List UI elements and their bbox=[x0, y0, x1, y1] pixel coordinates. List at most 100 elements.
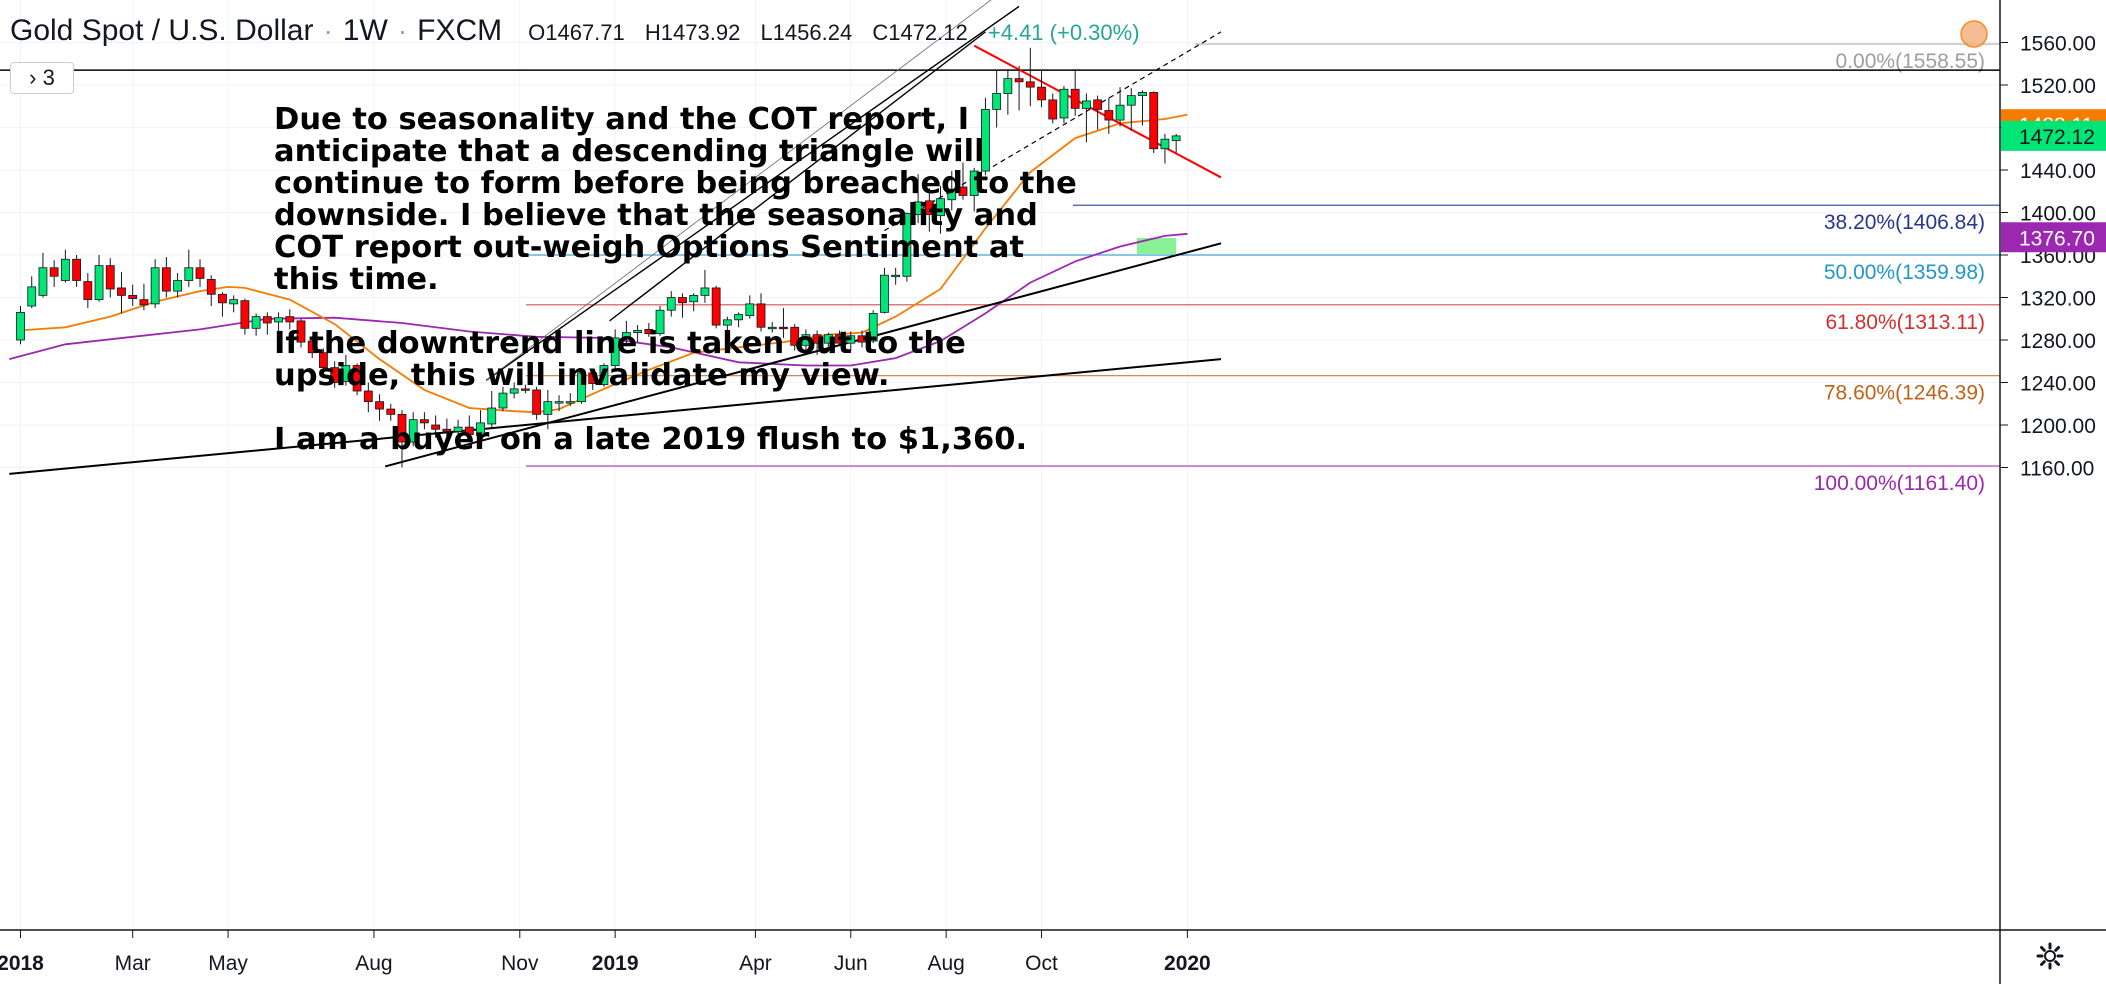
candle bbox=[599, 363, 609, 387]
candle bbox=[1126, 88, 1136, 131]
candle-body bbox=[835, 334, 844, 344]
time-tick-label: 2019 bbox=[592, 952, 639, 975]
symbol-name[interactable]: Gold Spot / U.S. Dollar bbox=[10, 14, 314, 47]
candle-body bbox=[577, 372, 586, 403]
candle-body bbox=[868, 313, 878, 342]
candle bbox=[408, 412, 418, 447]
candle-body bbox=[992, 93, 1002, 110]
candle bbox=[375, 394, 384, 421]
gear-icon[interactable] bbox=[2030, 936, 2070, 976]
candle-body bbox=[453, 426, 463, 432]
candle bbox=[184, 249, 194, 287]
price-tick-label: 1520.00 bbox=[2020, 75, 2096, 98]
candle-body bbox=[621, 332, 631, 339]
candle-body bbox=[184, 267, 194, 281]
candle-body bbox=[823, 334, 833, 344]
trendline bbox=[485, 5, 1020, 381]
candle-body bbox=[408, 419, 418, 443]
time-tick-label: Jun bbox=[834, 952, 868, 975]
indicators-toggle-button[interactable]: › 3 bbox=[10, 62, 74, 94]
trendlines bbox=[0, 0, 2000, 475]
ma-long-line bbox=[9, 232, 1188, 367]
candle bbox=[902, 212, 912, 282]
candle-body bbox=[341, 365, 351, 382]
trendline bbox=[9, 358, 1222, 475]
candle-body bbox=[16, 311, 25, 341]
candle-body bbox=[812, 334, 822, 344]
price-tick-label: 1440.00 bbox=[2020, 160, 2096, 183]
candle bbox=[1104, 97, 1114, 134]
candle bbox=[779, 308, 788, 338]
candle bbox=[296, 318, 306, 348]
price-tick-label: 1280.00 bbox=[2020, 330, 2096, 353]
candle bbox=[161, 257, 171, 298]
candle bbox=[453, 419, 463, 438]
candle bbox=[195, 259, 205, 287]
candle-body bbox=[880, 274, 889, 313]
candle bbox=[1014, 65, 1024, 111]
candle-body bbox=[139, 299, 149, 306]
candle bbox=[117, 272, 126, 314]
candle-body bbox=[307, 340, 317, 354]
candle bbox=[464, 415, 474, 440]
candle bbox=[588, 369, 598, 390]
candle bbox=[891, 267, 901, 285]
candle bbox=[1003, 69, 1013, 115]
candle bbox=[958, 162, 968, 200]
candle bbox=[846, 331, 856, 351]
candle-body bbox=[206, 279, 216, 295]
candle-body bbox=[38, 267, 48, 296]
candle-body bbox=[94, 265, 104, 301]
candle bbox=[565, 393, 575, 406]
time-axis[interactable]: 2018 Mar May Aug Nov 2019 Apr Jun Aug Oct 2020 bbox=[0, 929, 2106, 975]
candle-body bbox=[1171, 135, 1181, 141]
candle-body bbox=[150, 267, 160, 305]
price-axis[interactable]: 1560.001520.001480.001440.001400.001360.… bbox=[1960, 0, 2106, 984]
candle-body bbox=[846, 335, 856, 344]
candle-body bbox=[756, 303, 766, 328]
candle-body bbox=[1093, 99, 1103, 110]
candle-body bbox=[27, 286, 37, 307]
candle bbox=[341, 354, 351, 386]
candle-body bbox=[700, 287, 710, 296]
interval-label[interactable]: 1W bbox=[342, 14, 388, 47]
candle-body bbox=[1126, 95, 1136, 106]
candle-body bbox=[464, 426, 474, 435]
target-zone bbox=[1136, 238, 1177, 254]
candle-body bbox=[1048, 99, 1058, 120]
candle bbox=[969, 167, 979, 212]
price-tick-label: 1560.00 bbox=[2020, 33, 2096, 56]
candle-body bbox=[891, 274, 901, 278]
candle bbox=[49, 260, 59, 287]
open-value: O1467.71 bbox=[528, 20, 625, 45]
candle bbox=[689, 293, 699, 312]
candle bbox=[835, 330, 844, 345]
candle bbox=[1059, 86, 1069, 124]
price-tick-label: 1160.00 bbox=[2020, 458, 2094, 481]
candle bbox=[363, 382, 373, 413]
time-tick-label: May bbox=[208, 952, 248, 975]
time-tick-label: Aug bbox=[355, 952, 392, 975]
candle-body bbox=[128, 294, 138, 299]
candle-body bbox=[352, 365, 362, 392]
candle-body bbox=[1104, 110, 1114, 121]
candle-body bbox=[274, 317, 283, 323]
fib-retracement: 0.00%(1558.55) 38.20%(1406.84) 50.00%(1359… bbox=[526, 43, 2000, 495]
candle-body bbox=[543, 401, 553, 415]
candle-body bbox=[588, 372, 598, 384]
candle-body bbox=[969, 170, 979, 196]
candle bbox=[947, 171, 957, 211]
candle bbox=[1070, 69, 1080, 116]
candle-body bbox=[1070, 88, 1080, 109]
candle bbox=[206, 275, 216, 306]
candle bbox=[790, 324, 800, 351]
price-badge-label: 1376.70 bbox=[2019, 227, 2095, 250]
candle-body bbox=[947, 188, 957, 201]
price-tick-label: 1400.00 bbox=[2020, 203, 2096, 226]
candle-body bbox=[857, 335, 867, 343]
candle bbox=[1037, 70, 1046, 108]
legend-header: Gold Spot / U.S. Dollar · 1W · FXCM O146… bbox=[10, 14, 1154, 48]
candle-body bbox=[1115, 104, 1125, 121]
